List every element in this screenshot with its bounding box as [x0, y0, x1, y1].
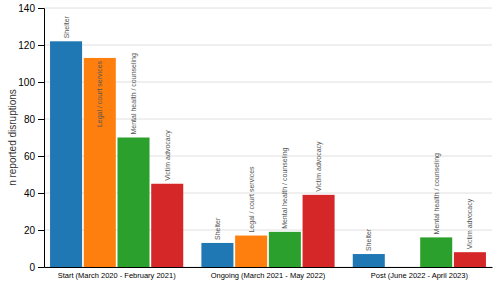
x-axis: Start (March 2020 - February 2021) Ongoin…	[45, 268, 493, 281]
tick: 120	[18, 40, 44, 51]
tick-mark	[38, 230, 44, 231]
tick-label: 120	[18, 40, 35, 51]
bar-label: Mental health / counseling	[281, 147, 289, 228]
axis-line	[38, 9, 45, 268]
bar-label: Mental health / counseling	[130, 53, 138, 134]
tick: Post (June 2022 - April 2023)	[371, 271, 469, 280]
tick: Start (March 2020 - February 2021)	[58, 271, 176, 280]
tick-label: 20	[24, 225, 36, 236]
tick: 140	[18, 3, 44, 14]
tick-label: 0	[29, 262, 35, 273]
bars	[50, 41, 486, 267]
tick-label: Ongoing (March 2021 - May 2022)	[211, 271, 326, 280]
grid-line	[44, 45, 492, 46]
bar-labels: Shelter Legal / court services Mental heal…	[63, 15, 475, 251]
tick-label: Start (March 2020 - February 2021)	[58, 271, 176, 280]
tick-mark	[38, 82, 44, 83]
bar-label: Shelter	[63, 15, 70, 38]
tick-label: 40	[24, 188, 36, 199]
bar-label: Shelter	[214, 217, 221, 240]
bar-label: Legal / court services	[248, 166, 256, 233]
plot: 0 20 40 60 80 100 120 140 Start (March 2020 - Fe…	[18, 3, 492, 281]
bar-label: Legal / court services	[96, 60, 104, 127]
tick: Ongoing (March 2021 - May 2022)	[211, 271, 326, 280]
bar	[235, 236, 267, 267]
bar	[201, 243, 233, 267]
tick: 0	[29, 262, 44, 273]
tick: 40	[24, 188, 44, 199]
bar	[420, 237, 452, 267]
bar	[151, 184, 183, 267]
tick-label: Post (June 2022 - April 2023)	[371, 271, 469, 280]
tick-label: 60	[24, 151, 36, 162]
bar	[84, 58, 116, 267]
chart: 0 20 40 60 80 100 120 140 Start (March 2020 - Fe…	[0, 0, 500, 291]
tick-mark	[38, 267, 44, 268]
tick: 100	[18, 77, 44, 88]
bar	[454, 252, 486, 267]
tick: 80	[24, 114, 44, 125]
bar	[386, 267, 418, 268]
tick: 20	[24, 225, 44, 236]
tick-label: 140	[18, 3, 35, 14]
tick-mark	[38, 8, 44, 9]
bar-label: Mental health / counseling	[433, 153, 441, 234]
grid	[44, 8, 492, 267]
bar	[117, 138, 149, 268]
y-axis-title: n reported disruptions	[7, 89, 18, 186]
bar	[50, 41, 82, 267]
bar	[269, 232, 301, 267]
tick-mark	[38, 193, 44, 194]
y-axis: 0 20 40 60 80 100 120 140	[18, 3, 44, 273]
tick-label: 100	[18, 77, 35, 88]
bar-label: Victim advocacy	[164, 130, 172, 181]
tick-mark	[38, 45, 44, 46]
grid-line	[44, 8, 492, 9]
tick-mark	[38, 156, 44, 157]
bar	[303, 195, 335, 267]
tick: 60	[24, 151, 44, 162]
bar-label: Victim advocacy	[466, 198, 474, 249]
bar	[353, 254, 385, 267]
tick-label: 80	[24, 114, 36, 125]
bar-label: Victim advocacy	[315, 141, 323, 192]
bar-label: Shelter	[365, 228, 372, 251]
axis-line	[45, 267, 493, 268]
tick-mark	[38, 119, 44, 120]
